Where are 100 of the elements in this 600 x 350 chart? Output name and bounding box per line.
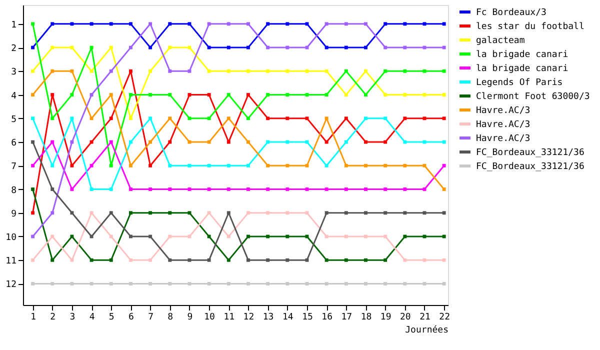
point	[148, 116, 152, 120]
point	[344, 93, 348, 96]
point	[50, 258, 54, 262]
point	[324, 188, 328, 191]
point	[344, 211, 348, 215]
y-tick-label: 9	[11, 209, 16, 220]
x-tick-label: 11	[224, 312, 235, 322]
point	[226, 22, 230, 26]
legend-label: FC_Bordeaux_33121/36	[476, 148, 584, 158]
x-tick-label: 20	[400, 312, 411, 322]
point	[168, 46, 172, 50]
legend-label: Fc Bordeaux/3	[476, 8, 546, 18]
point	[50, 116, 54, 120]
point	[226, 69, 230, 73]
point	[188, 188, 192, 191]
x-tick-label: 14	[282, 312, 294, 322]
legend-label: FC_Bordeaux_33121/36	[476, 162, 584, 172]
point	[90, 258, 94, 262]
legend-label: les star du football	[476, 22, 584, 32]
point	[148, 211, 152, 215]
point	[109, 211, 113, 215]
y-tick-label: 4	[11, 91, 16, 102]
x-tick-label: 5	[108, 312, 114, 322]
point	[344, 116, 348, 120]
point	[148, 22, 152, 26]
point	[344, 46, 348, 50]
point	[344, 164, 348, 168]
point	[128, 282, 132, 286]
point	[70, 116, 74, 120]
point	[286, 22, 290, 26]
point	[266, 116, 270, 120]
point	[148, 188, 152, 191]
point	[403, 188, 407, 191]
point	[50, 188, 54, 191]
point	[109, 116, 113, 120]
point	[403, 93, 407, 96]
point	[364, 93, 368, 96]
point	[168, 211, 172, 215]
point	[148, 258, 152, 262]
x-tick-label: 13	[262, 312, 274, 322]
point	[50, 164, 54, 168]
point	[442, 46, 446, 50]
point	[403, 282, 407, 286]
x-tick-label: 16	[322, 312, 332, 322]
point	[364, 188, 368, 191]
point	[109, 188, 113, 191]
point	[207, 164, 211, 168]
point	[286, 258, 290, 262]
point	[226, 258, 230, 262]
point	[128, 46, 132, 50]
point	[128, 93, 132, 96]
point	[128, 164, 132, 168]
point	[168, 93, 172, 96]
point	[403, 116, 407, 120]
point	[50, 22, 54, 26]
point	[344, 188, 348, 191]
point	[90, 211, 94, 215]
x-tick-label: 3	[70, 312, 76, 322]
point	[324, 69, 328, 73]
point	[226, 93, 230, 96]
point	[266, 188, 270, 191]
point	[364, 22, 368, 26]
x-tick-label: 7	[148, 312, 154, 322]
point	[90, 22, 94, 26]
point	[226, 211, 230, 215]
x-axis-title: Journées	[405, 324, 448, 336]
y-tick-label: 7	[11, 162, 16, 172]
point	[128, 188, 132, 191]
x-tick-label: 19	[380, 312, 392, 322]
point	[148, 282, 152, 286]
point	[442, 116, 446, 120]
point	[324, 164, 328, 168]
point	[286, 282, 290, 286]
point	[90, 69, 94, 73]
point	[266, 258, 270, 262]
point	[324, 116, 328, 120]
x-tick-label: 21	[420, 312, 430, 322]
point	[266, 164, 270, 168]
point	[246, 22, 250, 26]
point	[286, 69, 290, 73]
point	[70, 282, 74, 286]
point	[168, 258, 172, 262]
point	[128, 211, 132, 215]
point	[384, 22, 388, 26]
point	[90, 282, 94, 286]
point	[344, 22, 348, 26]
point	[286, 211, 290, 215]
point	[226, 164, 230, 168]
point	[188, 116, 192, 120]
point	[364, 46, 368, 50]
point	[403, 46, 407, 50]
point	[188, 164, 192, 168]
point	[109, 22, 113, 26]
point	[109, 258, 113, 262]
point	[70, 69, 74, 73]
point	[246, 188, 250, 191]
point	[324, 93, 328, 96]
point	[442, 22, 446, 26]
point	[188, 211, 192, 215]
point	[226, 282, 230, 286]
